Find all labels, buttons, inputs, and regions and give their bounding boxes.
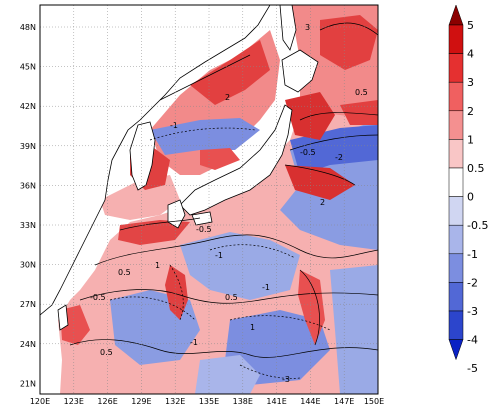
colorbar-label: -1 [467, 248, 478, 261]
colorbar-label: 1 [467, 133, 474, 146]
colorbar-label: 5 [467, 19, 474, 32]
graticule [40, 5, 378, 394]
ocean-field-strong-positive [165, 265, 188, 320]
japan-honshu [179, 104, 293, 216]
korean-peninsula [129, 121, 156, 191]
contour-label: 1 [250, 323, 255, 332]
lat-tick-label: 48N [20, 23, 36, 32]
colorbar-label: 0 [467, 191, 474, 204]
lat-tick-label: 24N [20, 340, 36, 349]
lat-tick-label: 36N [20, 181, 36, 190]
colorbar-segment [448, 253, 464, 283]
lon-tick-label: 120E [30, 397, 50, 406]
colorbar-bottom-triangle [448, 339, 464, 361]
colorbar-segment [448, 24, 464, 54]
colorbar-segment [448, 139, 464, 169]
japan-hokkaido [281, 49, 319, 93]
asia-continent [40, 5, 271, 316]
colorbar-label: 3 [467, 76, 474, 89]
colorbar-segment [448, 310, 464, 340]
colorbar: 5 4 3 2 1 0.5 0 -0.5 -1 -2 -3 -4 -5 [448, 4, 488, 375]
contour-label: 0.5 [355, 88, 368, 97]
contour-label: 3 [305, 23, 310, 32]
lon-tick-label: 123E [64, 397, 84, 406]
colorbar-label: 4 [467, 48, 474, 61]
lat-tick-label: 39N [20, 142, 36, 151]
lon-tick-label: 141E [266, 397, 286, 406]
contour-label: -0.5 [90, 293, 106, 302]
contour-label-group: -0.5 1 0.5 -1 2 -2 -3 3 -0.5 0.5 1 -1 2 … [90, 23, 368, 384]
lon-tick-label: 129E [131, 397, 151, 406]
lon-tick-label: 135E [199, 397, 219, 406]
contour-label: -1 [262, 283, 270, 292]
contour-label: 0.5 [100, 348, 113, 357]
colorbar-top-triangle [448, 4, 464, 26]
lon-tick-label: 138E [233, 397, 253, 406]
contour-label: 2 [225, 93, 230, 102]
lat-tick-label: 27N [20, 300, 36, 309]
lat-tick-label: 21N [20, 379, 36, 388]
map-frame [39, 4, 379, 395]
colorbar-segment [448, 81, 464, 112]
colorbar-segment [448, 196, 464, 226]
lon-tick-label: 147E [334, 397, 354, 406]
colorbar-label: -4 [467, 334, 478, 347]
contour-label: 0.5 [225, 293, 238, 302]
colorbar-label: 2 [467, 105, 474, 118]
latitude-axis: 48N 45N 42N 39N 36N 33N 30N 27N 24N 21N [20, 23, 36, 388]
contour-label: -1 [215, 251, 223, 260]
lon-tick-label: 144E [300, 397, 320, 406]
colorbar-segment [448, 110, 464, 140]
colorbar-segment [448, 224, 464, 255]
colorbar-segment [448, 53, 464, 83]
colorbar-label: -3 [467, 305, 478, 318]
lat-tick-label: 45N [20, 63, 36, 72]
contour-label: 0.5 [118, 268, 131, 277]
japan-shikoku [191, 211, 213, 226]
colorbar-label: -2 [467, 276, 478, 289]
contour-label: -1 [170, 121, 178, 130]
lat-tick-label: 30N [20, 261, 36, 270]
colorbar-label: 0.5 [467, 162, 485, 175]
longitude-axis: 120E 123E 126E 129E 132E 135E 138E 141E … [30, 397, 384, 406]
lat-tick-label: 33N [20, 221, 36, 230]
lon-tick-label: 126E [97, 397, 117, 406]
lon-tick-label: 132E [165, 397, 185, 406]
contour-label: 2 [320, 198, 325, 207]
contour-label: 1 [155, 261, 160, 270]
contour-label: -0.5 [196, 225, 212, 234]
contour-label: -3 [282, 375, 290, 384]
colorbar-segment [448, 282, 464, 312]
sakhalin-island [279, 5, 297, 51]
colorbar-label: -5 [467, 362, 478, 375]
contour-lines [69, 22, 378, 379]
lat-tick-label: 42N [20, 102, 36, 111]
map-panel: -0.5 1 0.5 -1 2 -2 -3 3 -0.5 0.5 1 -1 2 … [40, 5, 378, 394]
colorbar-segment [448, 167, 464, 197]
contour-label: -1 [190, 338, 198, 347]
contour-label: -0.5 [300, 148, 316, 157]
contour-label: -2 [335, 153, 343, 162]
lon-tick-label: 150E [364, 397, 384, 406]
colorbar-label: -0.5 [467, 219, 488, 232]
taiwan-island [57, 304, 69, 331]
